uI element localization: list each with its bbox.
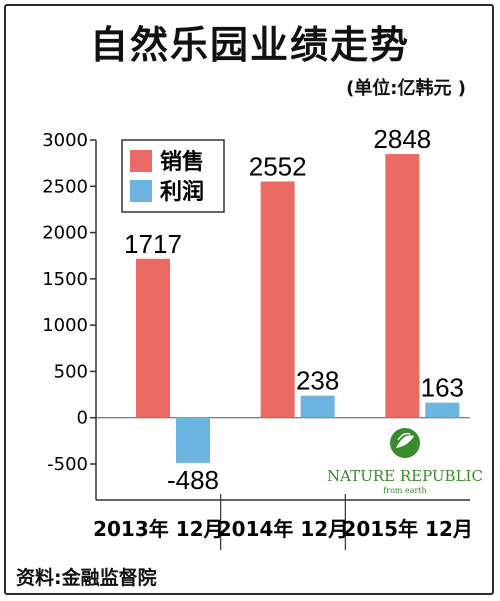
chart-frame [4,4,494,595]
category-label: 2013年 12月 [93,517,223,541]
data-label: 238 [296,366,339,396]
category-label: 2015年 12月 [342,517,472,541]
category-label: 2014年 12月 [218,517,348,541]
bar-profit [425,402,460,418]
y-tick-label: 1000 [42,315,88,336]
bar-sales [385,154,420,418]
unit-label: (单位:亿韩元 ) [346,78,466,99]
data-label: 163 [421,373,464,403]
logo-leaf-icon [397,432,411,441]
chart-title: 自然乐园业绩走势 [89,23,410,67]
logo-name: NATURE REPUBLIC [327,467,483,485]
data-label: 2552 [249,151,307,181]
logo-leaf-icon [396,435,414,448]
bar-profit [176,417,210,463]
bar-sales [260,181,295,418]
y-tick-label: 500 [54,361,88,382]
data-label: 1717 [124,229,182,259]
logo-tagline: from earth [383,486,426,495]
y-tick-label: -500 [47,454,88,475]
bar-sales [136,258,170,418]
legend-label: 利润 [160,179,204,205]
bar-profit [300,395,335,418]
data-label: -488 [167,465,219,495]
y-tick-label: 2500 [42,176,88,197]
y-tick-label: 2000 [42,223,88,244]
data-label: 2848 [373,124,431,154]
legend-swatch [130,180,152,202]
source-note: 资料:金融监督院 [16,567,157,589]
y-tick-label: 0 [77,408,88,429]
y-tick-label: 1500 [42,269,88,290]
legend-swatch [130,150,152,172]
y-tick-label: 3000 [42,130,88,151]
legend-label: 销售 [160,149,204,175]
